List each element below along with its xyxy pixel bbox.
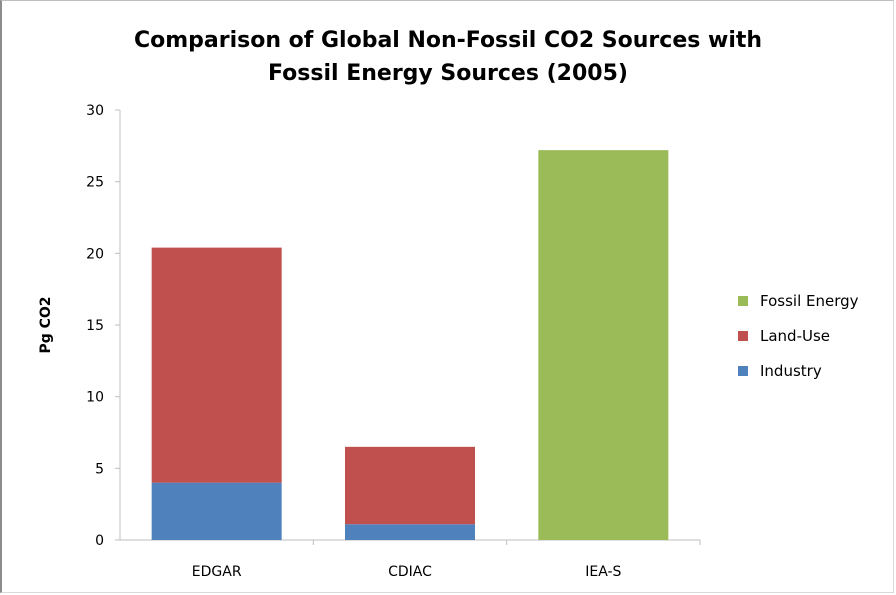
- legend-swatch: [738, 331, 748, 341]
- legend-label: Fossil Energy: [760, 292, 859, 310]
- bar-cdiac-land-use: [345, 446, 475, 525]
- legend-swatch: [738, 366, 748, 376]
- bar-iea-s-fossil-energy: [538, 150, 669, 540]
- y-tick-labels: 0 5 10 15 20 25 30: [86, 103, 104, 549]
- y-axis-label: Pg CO2: [38, 296, 54, 353]
- y-tick-label: 20: [86, 246, 104, 262]
- y-tick-label: 0: [95, 533, 104, 549]
- legend-label: Land-Use: [760, 327, 830, 345]
- x-tick-label: EDGAR: [192, 564, 242, 580]
- chart-title: Comparison of Global Non-Fossil CO2 Sour…: [0, 24, 896, 90]
- legend-label: Industry: [760, 362, 822, 380]
- legend: Fossil Energy Land-Use Industry: [738, 292, 859, 380]
- bar-edgar-land-use: [151, 247, 282, 483]
- y-tick-label: 30: [86, 103, 104, 119]
- bar-cdiac-industry: [345, 524, 475, 540]
- x-tick-label: IEA-S: [585, 564, 621, 580]
- chart-title-line-2: Fossil Energy Sources (2005): [268, 61, 628, 86]
- bars: [151, 150, 669, 540]
- y-tick-label: 15: [86, 318, 104, 334]
- bar-edgar-industry: [151, 482, 282, 540]
- y-tick-label: 10: [86, 390, 104, 406]
- x-tick-label: CDIAC: [388, 564, 432, 580]
- y-tick-label: 5: [95, 461, 104, 477]
- y-tick-label: 25: [86, 175, 104, 191]
- x-tick-labels: EDGAR CDIAC IEA-S: [192, 564, 622, 580]
- chart-title-line-1: Comparison of Global Non-Fossil CO2 Sour…: [133, 28, 763, 53]
- legend-swatch: [738, 296, 748, 306]
